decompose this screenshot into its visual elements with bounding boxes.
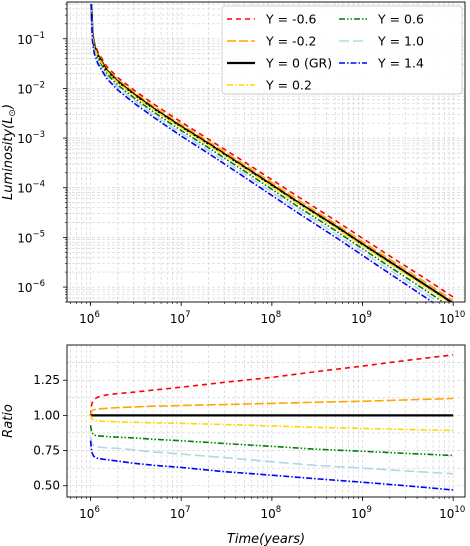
series-line-6 (90, 4, 434, 302)
x-tick-label: 106 (79, 505, 100, 521)
series-line-3 (90, 4, 445, 302)
y-tick-label: 10−1 (17, 31, 45, 47)
series-group (90, 4, 454, 302)
x-axis-label: Time(years) (227, 532, 305, 546)
y-tick-label: 0.75 (33, 444, 60, 458)
grid (67, 2, 465, 303)
y-tick-label: 10−5 (17, 229, 45, 245)
plot-frame (66, 344, 466, 498)
ratio-panel: 106 107 108 109 1010 0.50 0.75 1.00 1.25 Ratio Tim… (1, 344, 466, 546)
x-tick-label: 107 (170, 310, 191, 326)
series-line-0 (90, 4, 454, 298)
plot-frame (66, 1, 466, 303)
series-line-1 (89, 397, 454, 416)
legend-label: Y = 1.4 (377, 56, 424, 71)
legend-label: Y = 0 (GR) (265, 56, 332, 71)
legend-box (221, 5, 463, 95)
x-tick-label: 108 (261, 310, 282, 326)
y-axis-label: Ratio (1, 404, 16, 438)
legend-label: Y = 0.6 (377, 12, 424, 27)
y-tick-label: 10−3 (17, 130, 45, 146)
y-tick-label: 1.25 (33, 373, 60, 387)
x-tick-label: 1010 (439, 505, 465, 521)
x-tick-label: 106 (79, 310, 100, 326)
x-tick-label: 109 (351, 505, 372, 521)
x-tick-label: 109 (351, 310, 372, 326)
legend-label: Y = -0.2 (265, 34, 316, 49)
legend: Y = -0.6 Y = 0.6 Y = -0.2 Y = 1.0 Y = 0 (GR)… (221, 5, 463, 95)
y-tick-label: 10−4 (17, 180, 45, 196)
series-line-4 (90, 4, 450, 302)
grid (67, 345, 465, 497)
legend-label: Y = 1.0 (377, 34, 424, 49)
series-line-5 (89, 436, 454, 475)
x-tick-label: 1010 (439, 310, 465, 326)
legend-label: Y = 0.2 (265, 78, 312, 93)
legend-label: Y = -0.6 (265, 12, 316, 27)
series-line-5 (90, 4, 440, 302)
luminosity-panel: 106 107 108 109 1010 10−1 10−2 10−3 10−4 10−5 10−6… (1, 1, 466, 326)
series-group (89, 354, 454, 491)
y-axis-label: Luminosity(L⊙) (1, 104, 18, 200)
y-tick-label: 10−6 (17, 279, 45, 295)
y-tick-label: 0.50 (33, 479, 60, 493)
y-tick-label: 1.00 (33, 408, 60, 422)
series-line-4 (89, 425, 454, 457)
series-line-0 (89, 354, 454, 416)
series-line-6 (89, 440, 454, 491)
x-tick-label: 108 (261, 505, 282, 521)
x-tick-label: 107 (170, 505, 191, 521)
y-tick-label: 10−2 (17, 80, 45, 96)
series-line-3 (89, 415, 454, 432)
